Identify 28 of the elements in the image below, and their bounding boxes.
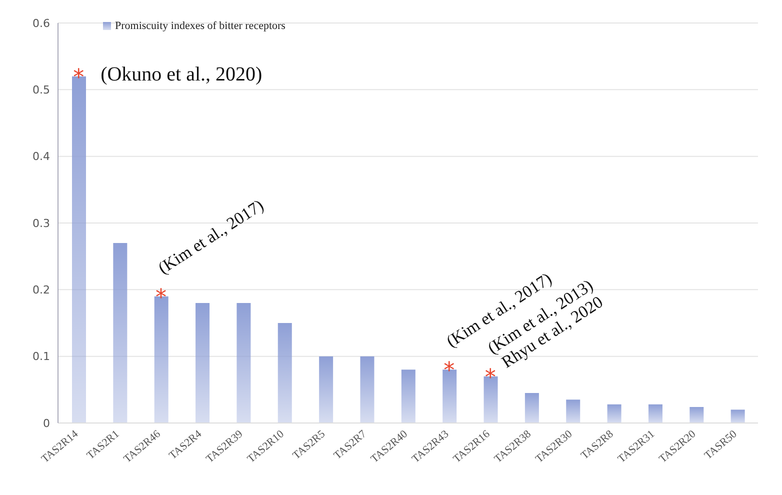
annotation: *: [155, 285, 166, 310]
y-tick-label: 0.3: [32, 216, 50, 230]
annotation: *: [444, 358, 455, 384]
annotation: (Kim et al., 2017): [154, 196, 267, 278]
bar: [196, 303, 210, 423]
y-tick-label: 0.6: [32, 16, 50, 30]
bar: [690, 407, 704, 423]
annotation: *: [484, 365, 496, 390]
bar: [648, 404, 662, 423]
annotation: *: [73, 65, 84, 90]
y-tick-label: 0.4: [32, 150, 50, 164]
bar: [113, 243, 128, 423]
bar: [360, 356, 374, 423]
annotation: (Okuno et al., 2020): [100, 63, 262, 86]
bar: [278, 323, 292, 423]
y-tick-label: 0: [43, 416, 50, 430]
y-tick-label: 0.2: [32, 284, 50, 297]
y-tick-label: 0.5: [32, 84, 50, 97]
y-tick-label: 0.1: [32, 350, 50, 364]
bar: [319, 356, 334, 423]
bar: [607, 404, 622, 423]
bar: [566, 400, 580, 423]
legend-label: Promiscuity indexes of bitter receptors: [115, 20, 286, 32]
bar: [442, 370, 457, 423]
bar: [401, 370, 416, 423]
bar: [524, 393, 539, 423]
bar: [730, 410, 745, 423]
bar: [236, 303, 251, 423]
